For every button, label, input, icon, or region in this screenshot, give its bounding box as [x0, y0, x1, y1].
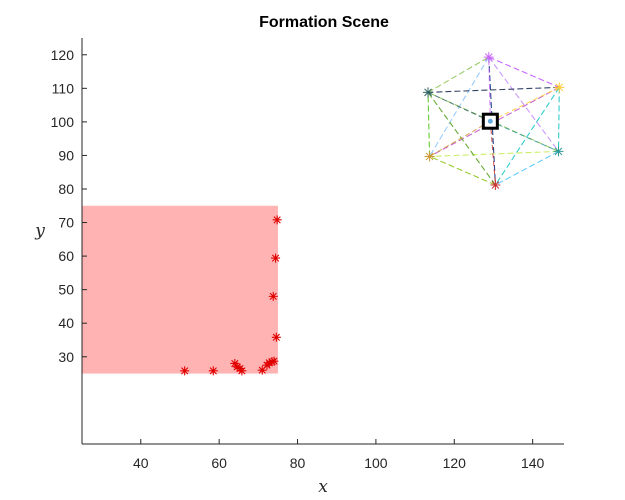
y-tick-label: 70 [58, 215, 74, 231]
formation-edge [495, 150, 559, 186]
formation-vertex-marker [554, 82, 565, 93]
x-tick-label: 120 [443, 455, 467, 471]
plot-area: 40 60 80 100 120 140 30 40 50 60 70 80 90 100 110 120 [51, 38, 565, 471]
formation-edge [488, 56, 559, 152]
x-tick-label: 140 [521, 455, 545, 471]
y-tick-label: 60 [58, 248, 74, 264]
formation-vertex-marker [423, 87, 434, 98]
y-tick-label: 80 [58, 181, 74, 197]
target-region [82, 205, 278, 374]
target-point [264, 358, 274, 368]
x-axis-label: x [318, 477, 328, 497]
target-point [208, 366, 218, 376]
x-tick-label: 100 [364, 455, 388, 471]
formation-center-dot [487, 118, 493, 124]
formation-edge [427, 92, 496, 186]
y-tick-label: 110 [52, 80, 75, 96]
formation-spoke [490, 120, 559, 152]
target-point [180, 366, 190, 376]
target-point [271, 253, 281, 263]
formation-spoke [489, 121, 496, 186]
formation-vertex-marker [424, 151, 435, 162]
y-tick-label: 90 [58, 147, 74, 163]
y-tick-label: 50 [58, 282, 74, 298]
y-axis-label: y [34, 221, 45, 241]
formation-spoke [427, 91, 491, 122]
formation-edge [488, 56, 560, 88]
formation-spoke [429, 120, 491, 157]
target-point [269, 356, 279, 366]
target-point [232, 362, 242, 372]
x-tick-label: 60 [211, 455, 227, 471]
y-tick-label: 100 [51, 114, 75, 130]
formation-spoke [488, 57, 491, 122]
formation-edge [557, 87, 560, 152]
formation-edge [494, 87, 560, 186]
target-point [257, 365, 267, 375]
x-tick-label: 80 [290, 455, 306, 471]
target-point [237, 366, 247, 376]
target-point [267, 357, 277, 367]
target-point [268, 291, 278, 301]
formation-spoke [490, 86, 560, 122]
formation-edge [427, 56, 490, 93]
target-point [271, 332, 281, 342]
formation-edge [429, 155, 496, 186]
y-tick-label: 30 [58, 349, 74, 365]
formation-edge [428, 86, 560, 93]
formation-edge [429, 150, 559, 157]
formation-vertex-marker [553, 146, 564, 157]
y-tick-label: 40 [58, 315, 74, 331]
chart-title: Formation Scene [259, 14, 389, 31]
formation-vertex-marker [490, 179, 501, 190]
target-point [230, 358, 240, 368]
formation-edge [427, 92, 431, 157]
target-point [272, 215, 282, 225]
x-tick-label: 40 [133, 455, 149, 471]
y-tick-label: 120 [51, 47, 75, 63]
formation-vertex-marker [483, 52, 494, 63]
